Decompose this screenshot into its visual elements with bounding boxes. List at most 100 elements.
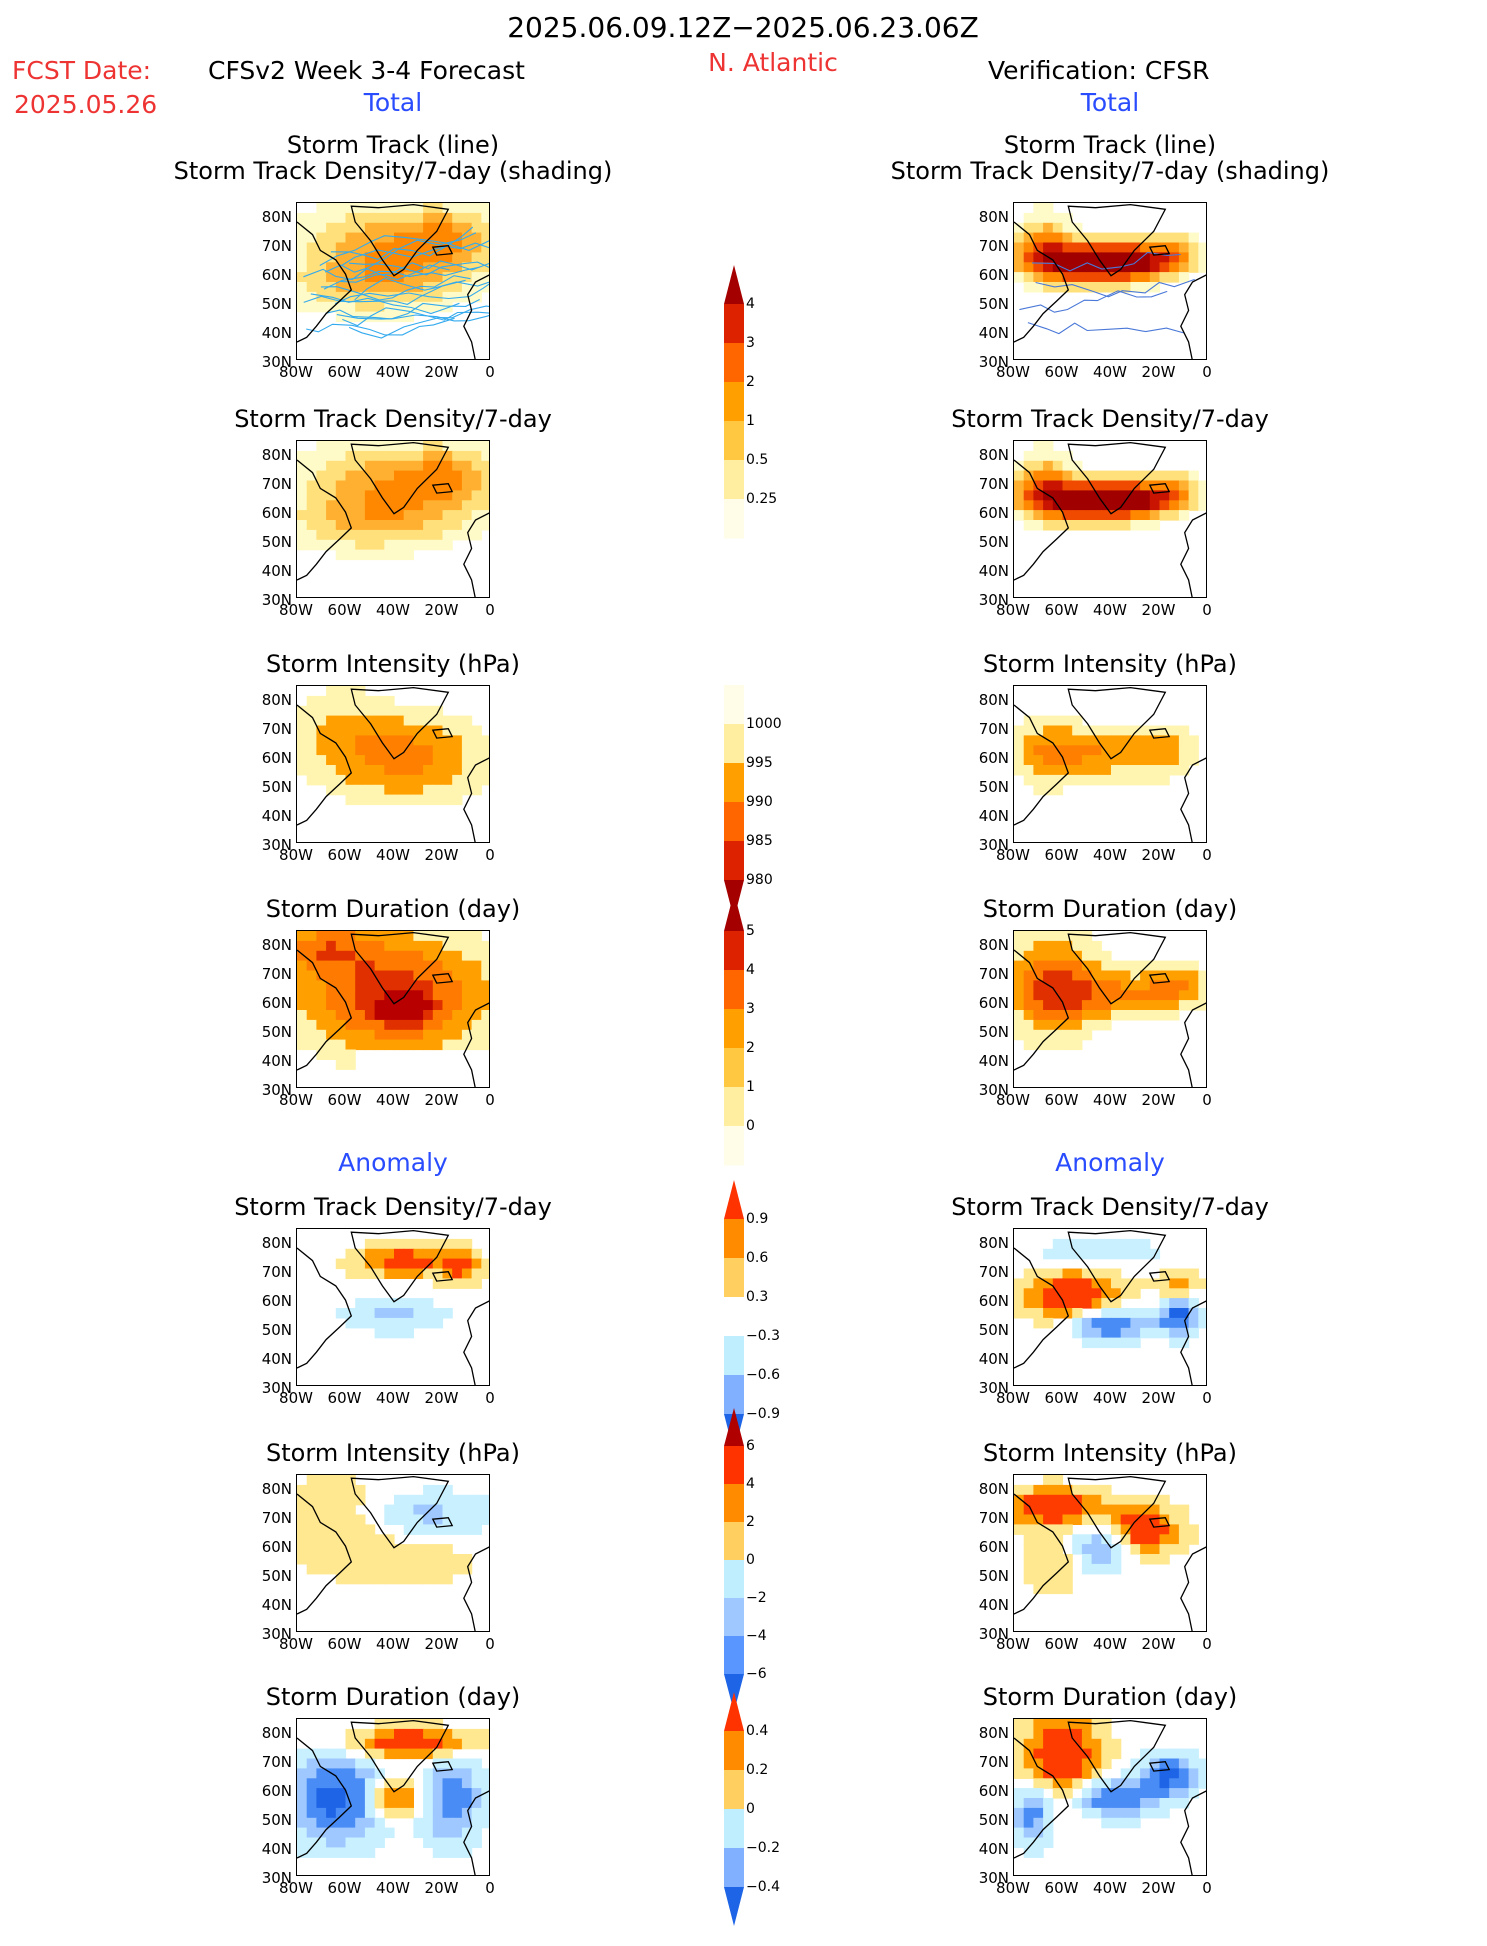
heatmap-cell (461, 950, 473, 962)
colorbar-duration (724, 892, 744, 1166)
heatmap-cell (1091, 980, 1102, 991)
heatmap-cell (403, 1719, 414, 1730)
heatmap-cell (432, 539, 444, 551)
lon-tick-label: 40W (1093, 1879, 1127, 1897)
lat-tick-label: 60N (261, 1782, 292, 1800)
storm-track-line (319, 235, 489, 266)
heatmap-cell (394, 725, 405, 736)
heatmap-cell (335, 252, 347, 263)
heatmap-cell (452, 1029, 463, 1041)
heatmap-cell (432, 980, 444, 991)
heatmap-cell (1130, 262, 1141, 273)
lat-tick-label: 50N (978, 778, 1009, 796)
heatmap-cell (403, 203, 414, 214)
heatmap-cell (452, 490, 463, 501)
heatmap-cell (471, 490, 482, 501)
heatmap-cell (1188, 1268, 1199, 1279)
heatmap-cell (326, 774, 337, 786)
heatmap-cell (423, 745, 434, 756)
heatmap-cell (1169, 1788, 1180, 1799)
heatmap-cell (403, 1010, 414, 1021)
heatmap-cell (345, 960, 356, 972)
heatmap-cell (1169, 1768, 1180, 1779)
heatmap-cell (471, 940, 482, 952)
heatmap-cell (364, 1573, 376, 1585)
heatmap-cell (345, 1788, 356, 1799)
heatmap-cell (403, 262, 414, 273)
heatmap-cell (1052, 765, 1064, 776)
heatmap-cell (374, 1837, 385, 1848)
heatmap-cell (1072, 480, 1083, 491)
heatmap-cell (452, 990, 463, 1001)
heatmap-cell (1091, 970, 1102, 981)
heatmap-cell (1130, 1010, 1141, 1021)
heatmap-cell (461, 272, 473, 283)
heatmap-cell (374, 940, 385, 952)
heatmap-cell (345, 262, 356, 273)
lon-tick-label: 0 (485, 1635, 495, 1653)
heatmap-cell (471, 1504, 482, 1516)
heatmap-cell (471, 990, 482, 1001)
colorbar-label: 0.5 (746, 452, 769, 468)
heatmap-cell (432, 1758, 444, 1769)
heatmap-cell (461, 1039, 473, 1051)
lon-tick-label: 40W (1093, 1091, 1127, 1109)
heatmap-cell (374, 1019, 385, 1031)
heatmap-cell (326, 242, 337, 253)
heatmap-cell (452, 480, 463, 491)
heatmap-cell (335, 1059, 347, 1070)
heatmap-cell (1072, 490, 1083, 501)
heatmap-cell (1169, 470, 1180, 482)
heatmap-cell (345, 1768, 356, 1779)
heatmap-cell (355, 510, 366, 521)
heatmap-cell (1091, 774, 1102, 786)
heatmap-cell (1159, 242, 1170, 253)
heatmap-cell (326, 1817, 337, 1829)
heatmap-cell (452, 520, 463, 531)
heatmap-cell (1043, 1019, 1054, 1031)
heatmap-cell (297, 291, 308, 303)
heatmap-cell (1091, 1758, 1102, 1769)
lon-tick-label: 20W (1141, 1389, 1176, 1407)
heatmap-cell (384, 480, 395, 491)
heatmap-cell (384, 960, 395, 972)
heatmap-cell (442, 1248, 453, 1260)
heatmap-cell (1101, 1484, 1112, 1496)
map-panel (296, 685, 490, 843)
heatmap-cell (481, 990, 489, 1001)
heatmap-cell (452, 1258, 463, 1270)
heatmap-cell (374, 695, 385, 707)
heatmap-cell (306, 970, 317, 981)
colorbar-segment (724, 1522, 744, 1561)
lon-tick-label: 20W (1141, 601, 1176, 619)
heatmap-cell (345, 480, 356, 491)
heatmap-cell (452, 940, 463, 952)
heatmap-cell (452, 272, 463, 283)
heatmap-cell (364, 510, 376, 521)
heatmap-cell (481, 735, 489, 746)
heatmap-cell (461, 500, 473, 511)
heatmap-cell (461, 470, 473, 482)
heatmap-cell (1149, 1748, 1161, 1760)
heatmap-cell (326, 232, 337, 244)
heatmap-cell (423, 301, 434, 313)
heatmap-cell (423, 1827, 434, 1839)
europe-coast (1180, 1790, 1206, 1875)
heatmap-cell (394, 735, 405, 746)
heatmap-cell (1033, 460, 1044, 472)
heatmap-cell (481, 1768, 489, 1779)
heatmap-cell (432, 1308, 444, 1319)
heatmap-cell (461, 529, 473, 541)
heatmap-cell (364, 725, 376, 736)
heatmap-cell (297, 705, 308, 717)
heatmap-cell (1033, 1807, 1044, 1819)
heatmap-cell (1033, 1484, 1044, 1496)
map-panel (1013, 440, 1207, 598)
heatmap-cell (413, 1563, 424, 1575)
heatmap-cell (1062, 1758, 1073, 1769)
heatmap-cell (1120, 970, 1131, 981)
heatmap-cell (461, 784, 473, 796)
heatmap-cell (1111, 774, 1122, 786)
heatmap-cell (1159, 745, 1170, 756)
lat-tick-label: 50N (978, 1321, 1009, 1339)
